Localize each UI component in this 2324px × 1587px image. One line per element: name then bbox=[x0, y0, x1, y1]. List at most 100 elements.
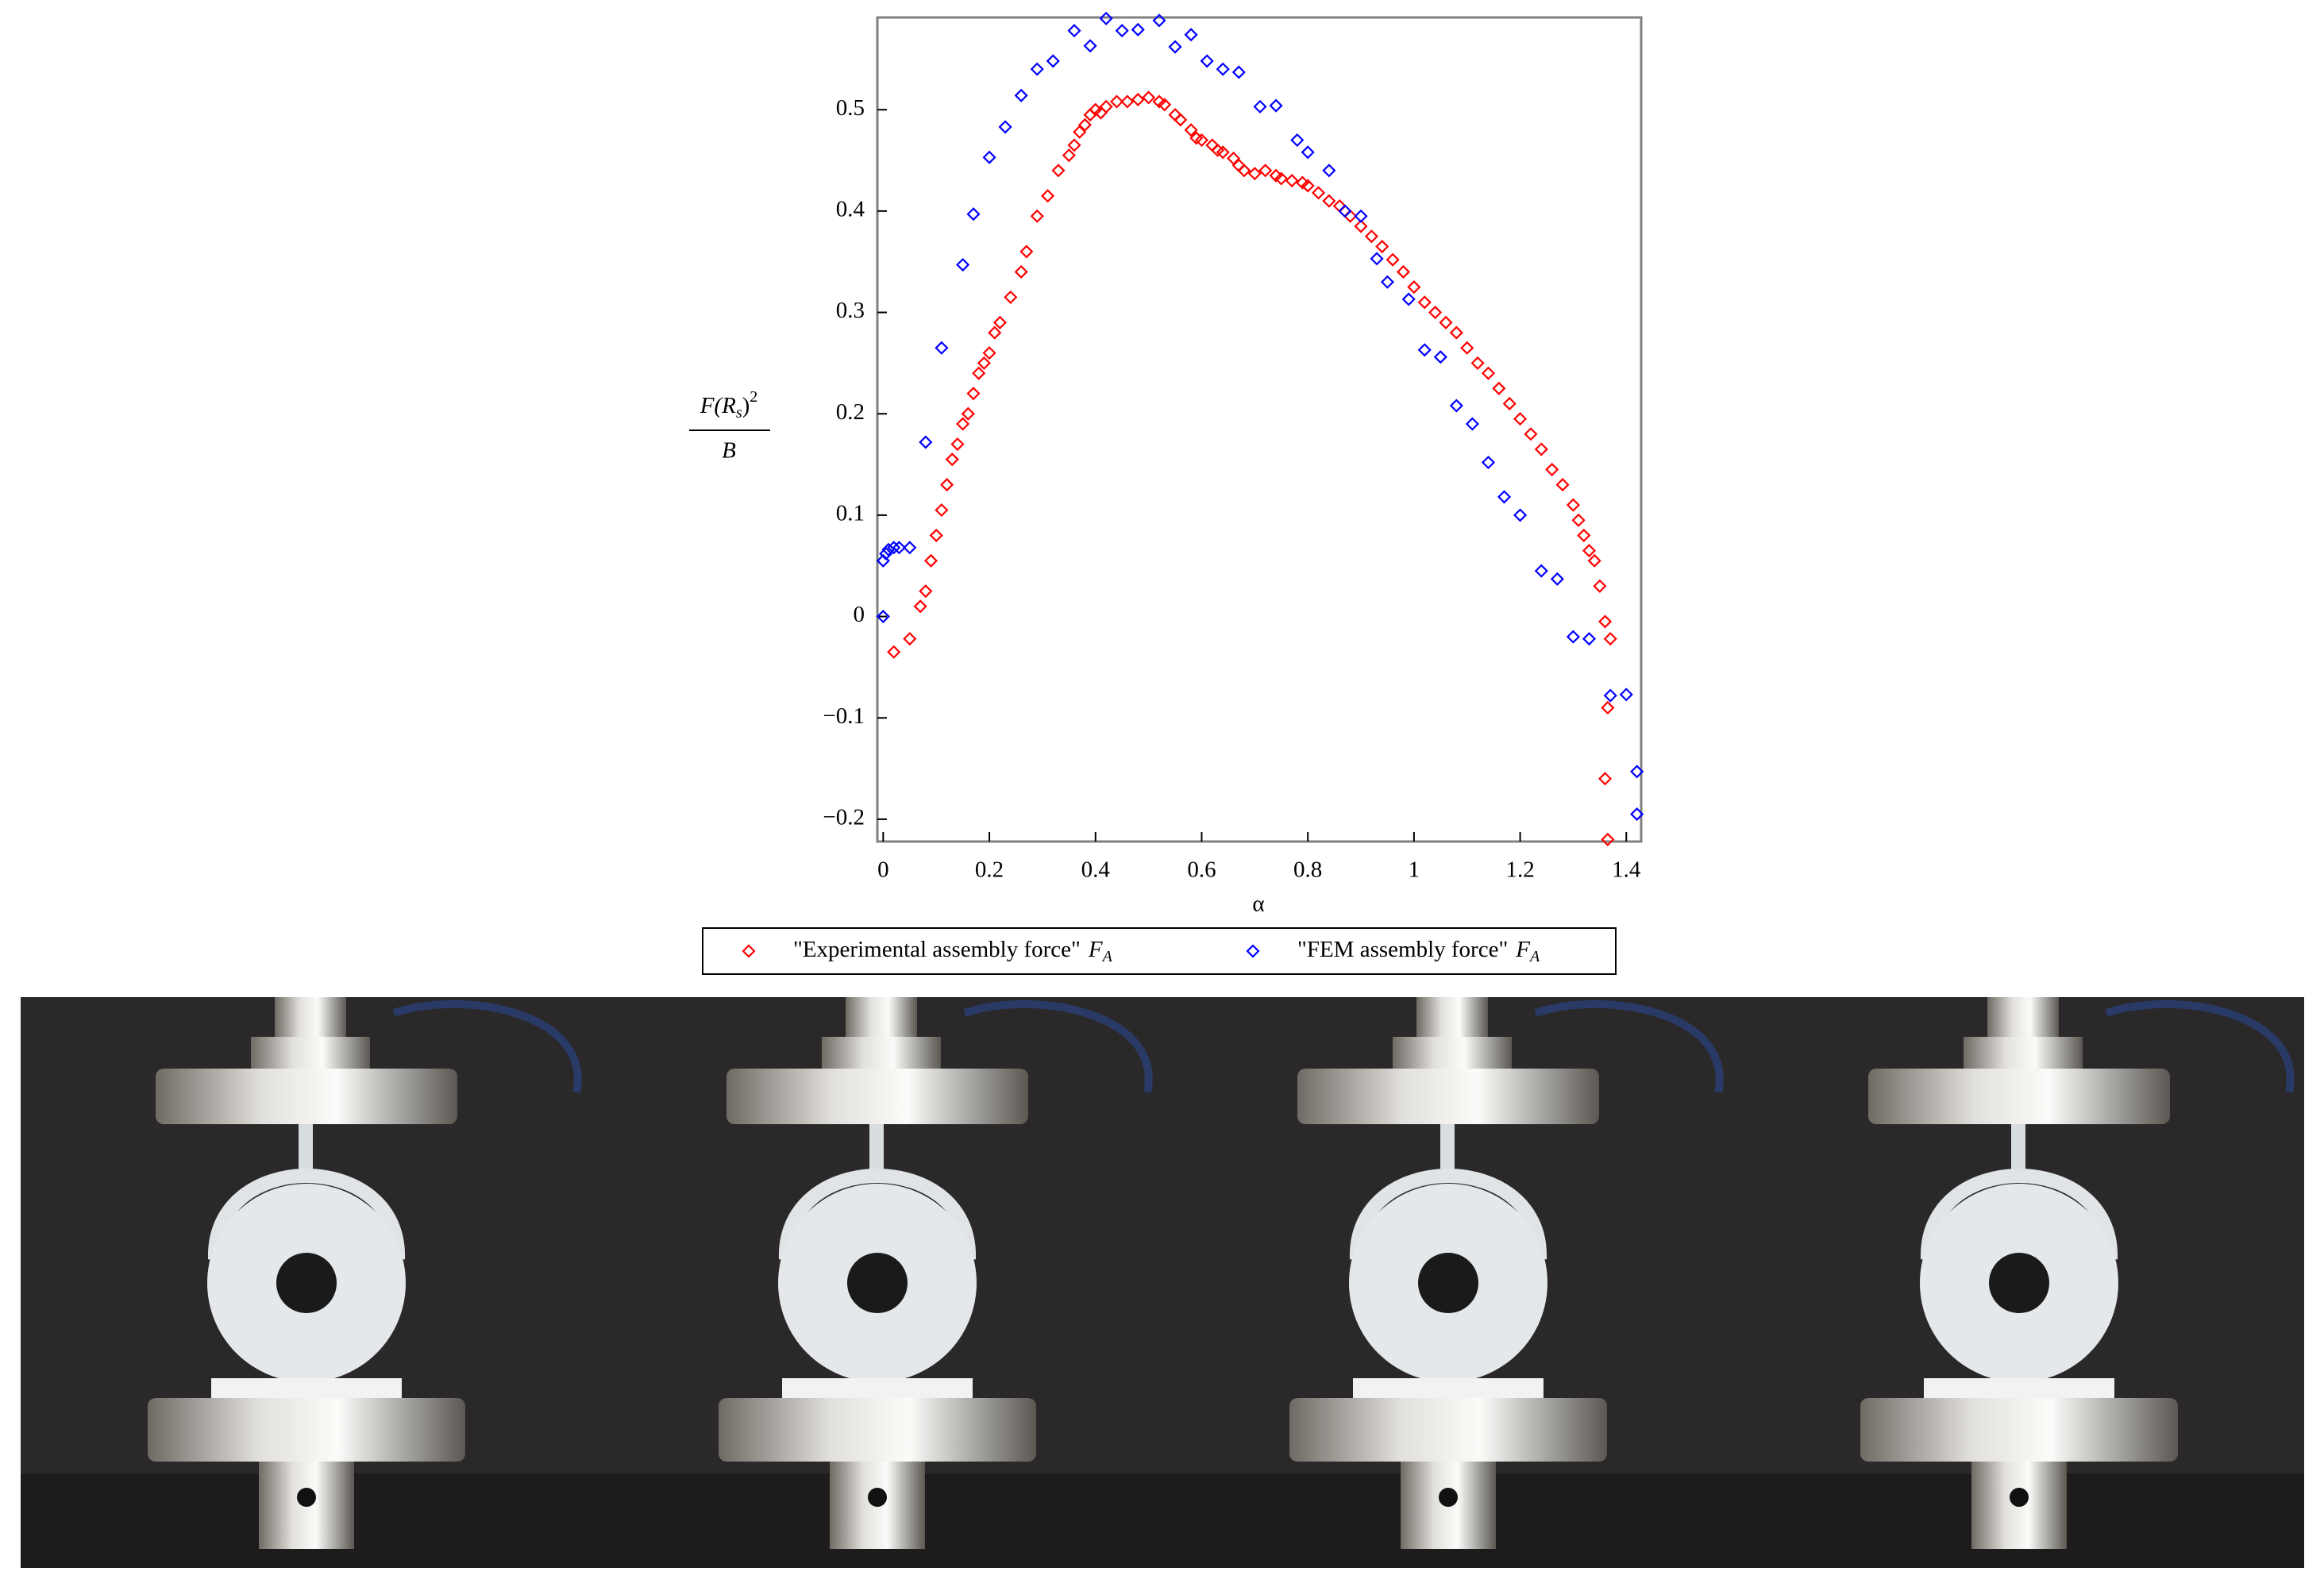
point bbox=[1099, 99, 1113, 114]
point bbox=[1014, 88, 1028, 102]
point bbox=[1534, 442, 1548, 456]
point bbox=[1253, 99, 1267, 114]
series bbox=[876, 11, 1644, 822]
point bbox=[935, 341, 949, 355]
point bbox=[966, 207, 981, 221]
point bbox=[1550, 572, 1564, 586]
point bbox=[1492, 381, 1506, 395]
point bbox=[1354, 209, 1368, 223]
point bbox=[1152, 13, 1166, 28]
point bbox=[879, 546, 893, 560]
photo-4 bbox=[1733, 997, 2304, 1568]
point bbox=[1237, 164, 1251, 178]
point bbox=[966, 387, 981, 401]
point bbox=[1067, 138, 1081, 152]
point bbox=[1601, 700, 1615, 715]
point bbox=[1062, 148, 1076, 163]
point bbox=[1200, 54, 1214, 68]
point bbox=[1587, 553, 1601, 568]
point bbox=[1571, 513, 1586, 527]
point bbox=[1077, 117, 1092, 132]
point bbox=[1407, 280, 1421, 295]
point bbox=[1401, 292, 1416, 306]
legend-label: "Experimental assembly force" FA bbox=[793, 937, 1113, 965]
point bbox=[1582, 544, 1597, 558]
point bbox=[887, 645, 901, 659]
point bbox=[923, 553, 938, 568]
point bbox=[1470, 356, 1485, 370]
point bbox=[1460, 341, 1474, 355]
point bbox=[1120, 94, 1135, 109]
point bbox=[903, 541, 917, 555]
point bbox=[1290, 133, 1305, 148]
y-tick-label: 0.2 bbox=[836, 399, 865, 425]
y-tick-label: 0 bbox=[854, 602, 865, 627]
point bbox=[1380, 275, 1395, 289]
point bbox=[1051, 164, 1066, 178]
point bbox=[1481, 455, 1496, 470]
y-tick-label: −0.2 bbox=[823, 805, 865, 830]
point bbox=[1534, 564, 1548, 578]
y-label-sub: s bbox=[736, 404, 742, 422]
legend-name: "FEM assembly force" bbox=[1297, 937, 1508, 962]
point bbox=[1115, 24, 1129, 38]
point bbox=[1194, 133, 1209, 148]
x-tick-label: 0.8 bbox=[1293, 857, 1322, 883]
point bbox=[1099, 11, 1113, 25]
point bbox=[1269, 98, 1283, 113]
point bbox=[1231, 65, 1246, 79]
y-label-sup: 2 bbox=[750, 388, 757, 406]
point bbox=[1630, 765, 1644, 779]
point bbox=[1433, 350, 1447, 364]
point bbox=[982, 150, 996, 164]
x-tick-label: 1.4 bbox=[1612, 857, 1641, 883]
x-axis-label: α bbox=[1252, 892, 1264, 917]
point bbox=[1428, 305, 1443, 320]
y-axis-label: F(Rs)2 B bbox=[689, 388, 770, 464]
point bbox=[972, 366, 986, 380]
photo-1 bbox=[21, 997, 592, 1568]
point bbox=[1566, 498, 1580, 512]
point bbox=[1417, 295, 1432, 310]
plot-frame bbox=[876, 16, 1643, 843]
point bbox=[1598, 614, 1613, 629]
point bbox=[1449, 399, 1463, 413]
point bbox=[1083, 39, 1097, 53]
point bbox=[1274, 171, 1289, 186]
point bbox=[929, 528, 943, 542]
point bbox=[1184, 123, 1198, 137]
point bbox=[988, 325, 1002, 340]
point bbox=[1513, 508, 1528, 522]
x-tick-label: 0.6 bbox=[1187, 857, 1216, 883]
point bbox=[1174, 113, 1188, 127]
point bbox=[1073, 125, 1087, 139]
point bbox=[1555, 478, 1570, 492]
y-label-denominator: B bbox=[722, 438, 736, 464]
point bbox=[956, 257, 970, 272]
legend-box bbox=[702, 927, 1617, 975]
point bbox=[1322, 194, 1336, 208]
legend-symbol-sub: A bbox=[1528, 948, 1540, 965]
point bbox=[1030, 209, 1044, 223]
legend-symbol: F bbox=[1515, 937, 1530, 962]
point bbox=[1364, 229, 1378, 244]
point bbox=[1216, 62, 1230, 76]
point bbox=[1577, 528, 1591, 542]
point bbox=[887, 541, 901, 555]
point bbox=[919, 584, 933, 599]
point bbox=[1396, 264, 1411, 279]
point bbox=[1301, 145, 1315, 160]
point bbox=[1619, 688, 1633, 702]
point bbox=[1142, 91, 1156, 105]
point bbox=[1041, 189, 1055, 203]
point bbox=[977, 356, 991, 370]
legend-symbol-sub: A bbox=[1101, 948, 1113, 965]
y-tick-label: −0.1 bbox=[823, 703, 865, 729]
point bbox=[1354, 219, 1368, 233]
point bbox=[1375, 239, 1389, 254]
point bbox=[1227, 151, 1241, 166]
point bbox=[1513, 412, 1528, 426]
x-tick-label: 0.2 bbox=[975, 857, 1004, 883]
